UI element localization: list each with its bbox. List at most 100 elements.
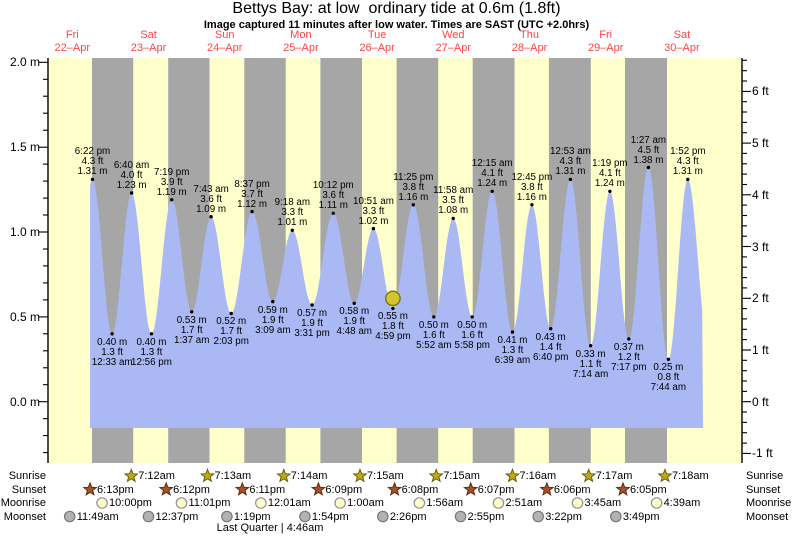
chart-subtitle: Image captured 11 minutes after low wate… [203, 19, 590, 31]
sunrise-star-icon [428, 468, 444, 483]
tide-label-line: 6:39 am [494, 355, 531, 367]
moonset-circle-icon [63, 510, 76, 523]
high-tide-label: 11:25 pm 3.8 ft 1.16 m [393, 171, 434, 203]
moonrise-circle-icon [96, 497, 108, 509]
day-header: Fri 22–Apr [55, 29, 90, 55]
tide-label-line: 2:03 pm [213, 336, 249, 348]
left-axis-tick-label: 0.0 m [9, 394, 40, 409]
day-header: Tue 26–Apr [359, 29, 394, 55]
tide-label-line: 11:25 pm [393, 171, 434, 183]
tide-extreme-dot [490, 189, 494, 193]
tide-label-line: 1.2 ft [617, 351, 640, 363]
astro-row-label-left: Moonrise [0, 497, 46, 509]
low-tide-label: 0.57 m 1.9 ft 3:31 pm [294, 308, 330, 339]
tide-label-line: 3:31 pm [294, 327, 330, 339]
current-time-marker [384, 290, 401, 307]
astro-event-time: 7:13am [214, 470, 252, 482]
astro-row-label-left: Moonset [3, 510, 46, 523]
astro-event-time: 6:13pm [97, 483, 134, 496]
right-axis-tick-label: 5 ft [752, 136, 769, 151]
tide-label-line: 4.1 ft [598, 168, 621, 180]
tide-label-line: 1.23 m [116, 179, 147, 191]
sunset-star-icon [615, 481, 631, 496]
tide-extreme-dot [451, 216, 455, 221]
tide-extreme-dot [331, 211, 335, 215]
low-tide-label: 0.52 m 1.7 ft 2:03 pm [214, 317, 249, 347]
tide-label-line: 3.3 ft [281, 207, 304, 219]
tide-label-line: 3.6 ft [200, 193, 222, 205]
day-name: Fri [599, 29, 613, 41]
tide-label-line: 12:45 pm [511, 171, 553, 183]
astro-event-time: 10:00pm [109, 497, 152, 509]
moonrise-circle-icon [255, 497, 267, 509]
astro-event-time: 12:01am [267, 497, 311, 509]
tide-extreme-dot [352, 301, 356, 305]
tide-label-line: 5:52 am [416, 339, 452, 351]
tide-label-line: 10:12 pm [312, 180, 354, 192]
tide-label-line: 6:22 pm [74, 146, 111, 158]
tide-label-line: 6:40 am [113, 159, 150, 171]
right-axis-tick-label: 1 ft [752, 342, 769, 357]
tide-label-line: 11:58 am [433, 185, 474, 197]
astro-event-time: 6:12pm [173, 483, 210, 496]
tide-label-line: 1.9 ft [301, 317, 323, 329]
tide-extreme-dot [588, 344, 593, 348]
chart-title: Bettys Bay: at low ordinary tide at 0.6m… [232, 0, 561, 17]
tide-label-line: 1:27 am [630, 134, 667, 146]
astro-event-time: 1:19pm [233, 510, 271, 523]
astro-event-time: 7:12am [138, 470, 175, 482]
day-header: Sat 23–Apr [131, 29, 166, 55]
tide-label-line: 1.6 ft [461, 329, 484, 341]
tide-extreme-dot [190, 310, 194, 314]
high-tide-label: 9:18 am 3.3 ft 1.01 m [275, 198, 310, 228]
low-tide-label: 0.25 m 0.8 ft 7:44 am [651, 363, 686, 393]
day-date: 24–Apr [206, 42, 243, 54]
tide-label-line: 1.31 m [555, 166, 586, 178]
astro-event-time: 6:07pm [477, 483, 515, 496]
low-tide-label: 0.59 m 1.9 ft 3:09 am [255, 305, 291, 336]
tide-label-line: 0.43 m [535, 331, 566, 343]
low-tide-label: 0.55 m 1.8 ft 4:59 pm [375, 312, 410, 342]
tide-label-line: 4:48 am [336, 326, 372, 338]
tide-extreme-dot [608, 189, 612, 193]
tide-label-line: 1.8 ft [382, 321, 404, 333]
moonset-circle-icon [532, 510, 544, 523]
moonset-circle-icon [299, 510, 311, 523]
tide-extreme-dot [149, 332, 154, 336]
tide-area [90, 167, 703, 428]
tide-label-line: 0.52 m [216, 316, 247, 328]
tide-label-line: 1.11 m [318, 200, 348, 212]
astro-event-time: 11:49am [76, 510, 119, 523]
tide-extreme-dot [129, 191, 134, 195]
tide-label-line: 5:58 pm [454, 339, 490, 351]
sunrise-star-icon [581, 468, 597, 483]
tide-label-line: 1.9 ft [343, 316, 366, 328]
astro-event-time: 1:56am [426, 497, 464, 509]
tide-label-line: 3:09 am [255, 324, 291, 336]
moonset-circle-icon [142, 510, 155, 523]
astro-event-time: 7:15am [443, 470, 480, 482]
moonset-circle-icon [610, 510, 622, 523]
tide-label-line: 4:59 pm [375, 331, 411, 343]
astro-row-label-left: Sunset [11, 483, 46, 496]
high-tide-label: 12:45 pm 3.8 ft 1.16 m [511, 171, 553, 203]
tide-label-line: 1.09 m [196, 203, 227, 215]
tide-label-line: 7:14 am [572, 368, 609, 380]
high-tide-label: 7:43 am 3.6 ft 1.09 m [193, 183, 229, 215]
tide-label-line: 7:43 am [193, 183, 229, 195]
tide-label-line: 3.8 ft [402, 181, 425, 193]
astro-row-label-left: Sunrise [8, 470, 46, 482]
day-header: Sun 24–Apr [207, 29, 242, 55]
tide-label-line: 12:56 pm [131, 356, 172, 368]
tide-label-line: 1.9 ft [261, 314, 284, 326]
low-tide-label: 0.50 m 1.6 ft 5:58 pm [454, 320, 490, 351]
tide-extreme-dot [170, 198, 174, 202]
tide-extreme-dot [470, 315, 474, 319]
tide-label-line: 0.37 m [613, 341, 644, 353]
day-header: Wed 27–Apr [436, 29, 471, 55]
moonrise-circle-icon [175, 497, 188, 509]
astro-event-time: 6:06pm [553, 483, 591, 496]
tide-label-line: 1.16 m [516, 191, 547, 203]
